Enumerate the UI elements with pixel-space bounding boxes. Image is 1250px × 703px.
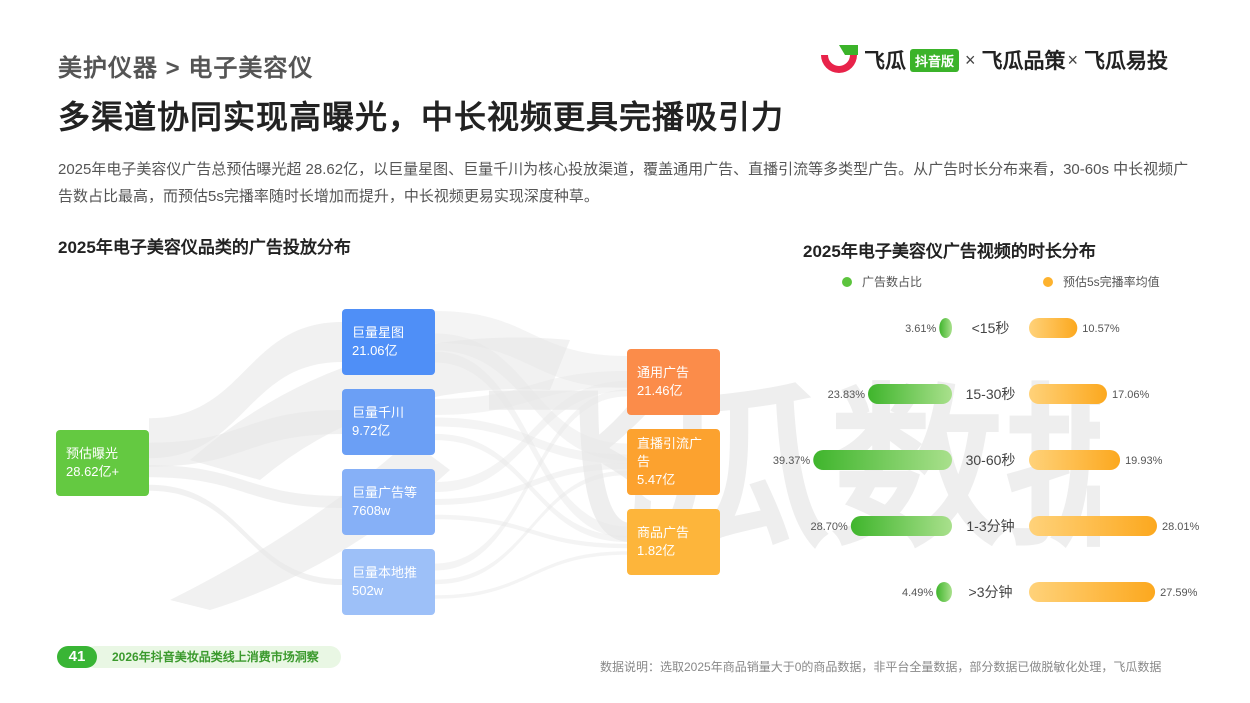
bar-ad-share bbox=[813, 450, 952, 470]
intro-paragraph: 2025年电子美容仪广告总预估曝光超 28.62亿，以巨量星图、巨量千川为核心投… bbox=[58, 161, 1189, 205]
sankey-flow bbox=[149, 465, 342, 508]
sankey-flow bbox=[435, 389, 627, 571]
legend-label: 预估5s完播率均值 bbox=[1063, 275, 1160, 289]
brand-separator: × bbox=[965, 49, 976, 70]
bar-ad-share bbox=[867, 384, 952, 404]
watermark-text: 飞瓜数据 bbox=[480, 369, 1100, 572]
bar-completion-rate bbox=[1029, 318, 1078, 338]
sankey-node-qianchuan: 巨量千川 9.72亿 bbox=[342, 389, 435, 455]
sankey-title: 2025年电子美容仪品类的广告投放分布 bbox=[58, 238, 351, 257]
report-title-pill: 2026年抖音美妆品类线上消费市场洞察 bbox=[84, 646, 341, 668]
legend-item: 预估5s完播率均值 bbox=[1043, 273, 1160, 290]
node-label: 通用广告 bbox=[637, 365, 690, 380]
page-title: 多渠道协同实现高曝光，中长视频更具完播吸引力 bbox=[58, 99, 785, 135]
sankey-node-shangpin: 商品广告 1.82亿 bbox=[627, 509, 720, 575]
sankey-flow bbox=[435, 371, 627, 415]
bar-label-ad-share: 23.83% bbox=[828, 389, 866, 401]
bar-completion-rate bbox=[1029, 384, 1107, 404]
bar-chart-title: 2025年电子美容仪广告视频的时长分布 bbox=[803, 242, 1096, 261]
bar-ad-share bbox=[939, 318, 952, 338]
bar-label-completion-rate: 28.01% bbox=[1162, 521, 1200, 533]
bar-label-completion-rate: 27.59% bbox=[1160, 587, 1198, 599]
category-label: 30-60秒 bbox=[966, 452, 1016, 468]
node-value: 1.82亿 bbox=[637, 543, 676, 558]
bar-label-completion-rate: 10.57% bbox=[1082, 323, 1120, 335]
page-number: 41 bbox=[57, 646, 97, 668]
bar-label-ad-share: 39.37% bbox=[773, 455, 811, 467]
legend-green-dot-icon bbox=[842, 276, 852, 287]
node-value: 9.72亿 bbox=[352, 423, 391, 438]
sankey-node-xingtu: 巨量星图 21.06亿 bbox=[342, 309, 435, 375]
category-label: 1-3分钟 bbox=[966, 518, 1014, 534]
sankey-node-guanggao: 巨量广告等 7608w bbox=[342, 469, 435, 535]
sankey-flow bbox=[435, 381, 627, 492]
sankey-node-tongyong: 通用广告 21.46亿 bbox=[627, 349, 720, 415]
bar-label-completion-rate: 17.06% bbox=[1112, 389, 1150, 401]
node-value: 28.62亿+ bbox=[66, 464, 120, 479]
category-label: >3分钟 bbox=[969, 584, 1013, 600]
bar-label-ad-share: 28.70% bbox=[811, 521, 849, 533]
node-label: 巨量星图 bbox=[352, 325, 405, 340]
brand-logo: 飞瓜 抖音版 × 飞瓜品策 × 飞瓜易投 bbox=[818, 42, 1168, 78]
node-label: 巨量千川 bbox=[352, 405, 405, 420]
melon-logo-icon bbox=[821, 45, 858, 73]
node-value: 7608w bbox=[352, 503, 391, 518]
sankey-flow bbox=[435, 470, 627, 585]
legend-item: 广告数占比 bbox=[842, 273, 922, 290]
sankey-flow bbox=[435, 417, 627, 464]
sankey-node-bendi: 巨量本地推 502w bbox=[342, 549, 435, 615]
legend-label: 广告数占比 bbox=[862, 275, 923, 289]
bar-label-completion-rate: 19.93% bbox=[1125, 455, 1163, 467]
sankey-flow bbox=[435, 333, 627, 461]
node-label: 预估曝光 bbox=[66, 446, 119, 461]
brand-separator: × bbox=[1067, 49, 1079, 70]
brand-name-3: 飞瓜易投 bbox=[1084, 50, 1169, 73]
data-note: 数据说明：选取2025年商品销量大于0的商品数据，非平台全量数据，部分数据已做脱… bbox=[600, 660, 1162, 674]
sankey-flow bbox=[435, 433, 627, 543]
breadcrumb: 美护仪器 > 电子美容仪 bbox=[58, 55, 314, 82]
watermark: 飞瓜数据 bbox=[170, 337, 1100, 610]
brand-name: 飞瓜 bbox=[864, 50, 906, 73]
node-value: 21.06亿 bbox=[352, 343, 398, 358]
sankey-node-zhibo: 直播引流广告 5.47亿 bbox=[627, 429, 720, 495]
bar-ad-share bbox=[850, 516, 952, 536]
sankey-flow bbox=[435, 551, 627, 599]
sankey-node-source: 预估曝光 28.62亿+ bbox=[56, 430, 149, 496]
node-label: 商品广告 bbox=[637, 525, 690, 540]
brand-name-2: 飞瓜品策 bbox=[981, 50, 1066, 73]
brand-badge: 抖音版 bbox=[910, 48, 960, 72]
sankey-flow bbox=[149, 484, 342, 585]
bar-label-ad-share: 3.61% bbox=[905, 323, 936, 335]
bar-completion-rate bbox=[1029, 582, 1156, 602]
category-label: <15秒 bbox=[972, 320, 1010, 336]
category-label: 15-30秒 bbox=[966, 386, 1016, 402]
sankey-flow bbox=[435, 351, 627, 538]
node-label: 直播引流广告 bbox=[637, 436, 703, 469]
bar-completion-rate bbox=[1029, 516, 1157, 536]
node-label: 巨量本地推 bbox=[352, 565, 418, 580]
sankey-flow bbox=[149, 322, 342, 459]
sankey-flow bbox=[149, 410, 342, 467]
legend-orange-dot-icon bbox=[1043, 276, 1053, 287]
sankey-flow bbox=[435, 514, 627, 549]
bar-label-ad-share: 4.49% bbox=[902, 587, 933, 599]
node-value: 502w bbox=[352, 583, 384, 598]
node-label: 巨量广告等 bbox=[352, 485, 418, 500]
node-value: 5.47亿 bbox=[637, 472, 676, 487]
sankey-flow bbox=[435, 463, 627, 505]
bar-ad-share bbox=[936, 582, 952, 602]
node-value: 21.46亿 bbox=[637, 383, 683, 398]
bar-completion-rate bbox=[1029, 450, 1121, 470]
sankey-flow bbox=[435, 311, 627, 388]
